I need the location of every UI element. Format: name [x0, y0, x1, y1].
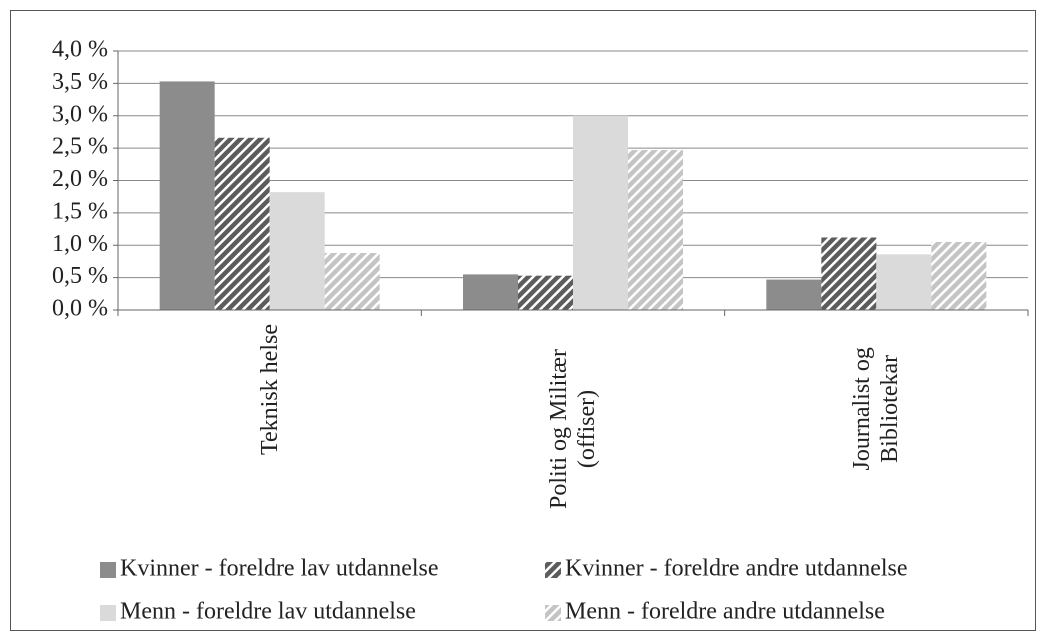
legend-label: Kvinner - foreldre andre utdannelse: [565, 556, 908, 582]
bar: [821, 237, 877, 310]
bar: [931, 242, 987, 310]
x-tick-label: Journalist og Bibliotekar: [849, 347, 904, 471]
legend-swatch: [545, 562, 561, 578]
y-tick-label: 3,5 %: [52, 69, 108, 95]
legend-swatch: [100, 605, 116, 621]
bar: [573, 115, 628, 310]
y-tick-label: 3,0 %: [52, 101, 108, 127]
bar: [159, 81, 215, 311]
legend-swatch: [545, 605, 561, 621]
y-tick-label: 2,5 %: [52, 134, 108, 160]
y-tick-label: 0,0 %: [52, 296, 108, 322]
y-tick-label: 4,0 %: [52, 37, 108, 63]
bar: [324, 253, 380, 310]
x-tick-label: Politi og Militær (offiser): [546, 348, 600, 510]
bar: [269, 192, 325, 310]
x-tick-label-box: Politi og Militær (offiser): [545, 324, 601, 534]
bar: [518, 275, 573, 310]
y-tick-label: 1,5 %: [52, 198, 108, 224]
bar: [463, 274, 518, 310]
chart-border: [10, 10, 1036, 631]
x-tick-label: Teknisk helse: [256, 324, 283, 455]
legend-swatch: [100, 562, 116, 578]
legend-label: Menn - foreldre lav utdannelse: [120, 599, 416, 625]
bar: [214, 137, 270, 310]
legend-label: Menn - foreldre andre utdannelse: [565, 599, 885, 625]
bar: [766, 279, 822, 310]
y-tick-label: 2,0 %: [52, 166, 108, 192]
x-tick-label-box: Teknisk helse: [256, 324, 284, 455]
x-tick-label-box: Journalist og Bibliotekar: [848, 324, 904, 494]
y-tick-label: 1,0 %: [52, 231, 108, 257]
bar: [876, 254, 932, 310]
y-tick-label: 0,5 %: [52, 263, 108, 289]
bar: [628, 150, 683, 310]
legend-label: Kvinner - foreldre lav utdannelse: [120, 556, 439, 582]
